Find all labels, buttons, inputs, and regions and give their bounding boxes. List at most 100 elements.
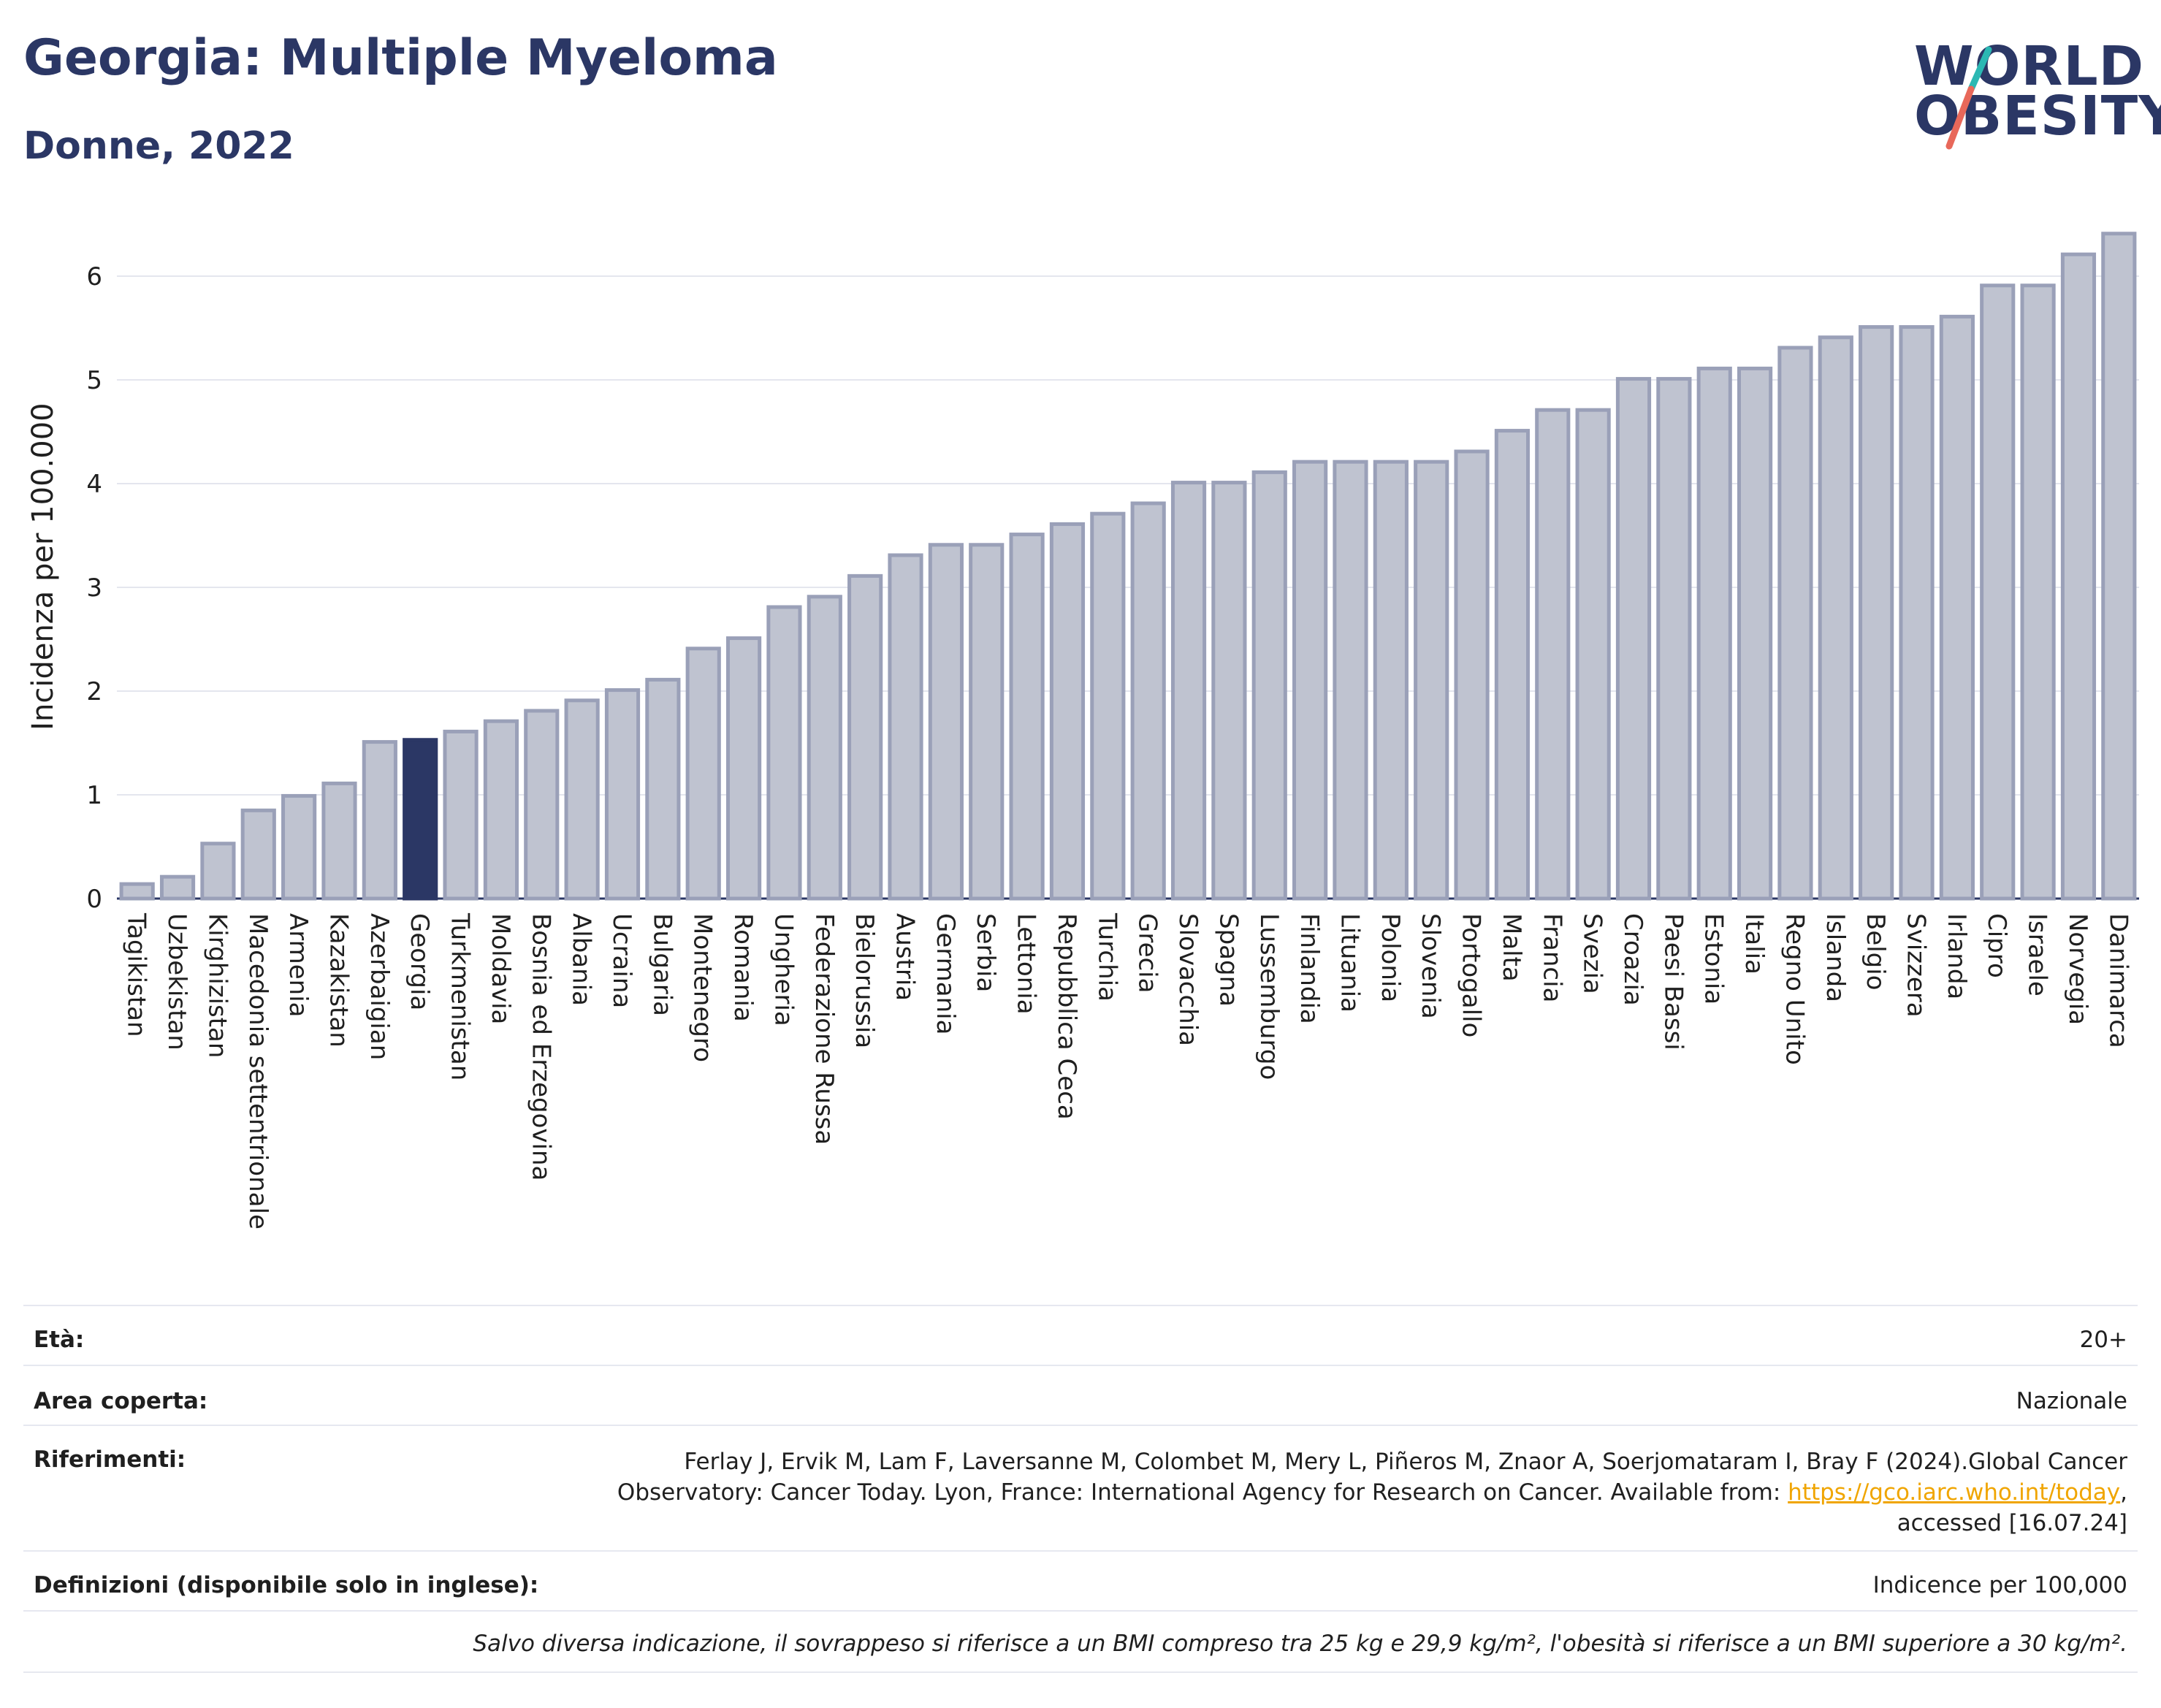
x-tick-label: Polonia [1376, 913, 1405, 1002]
bar [2060, 252, 2097, 901]
bar [1777, 346, 1813, 901]
x-tick-label: Tagikistan [122, 912, 151, 1037]
bar [604, 688, 641, 901]
x-tick-label: Islanda [1821, 913, 1850, 1002]
bar [2020, 283, 2056, 901]
x-tick-label: Israele [2023, 913, 2052, 996]
x-tick-label: Germania [931, 913, 960, 1034]
bar [1373, 460, 1409, 901]
bar [564, 698, 600, 901]
bar [281, 793, 317, 901]
references-line-3: accessed [16.07.24] [1897, 1510, 2127, 1536]
bar [119, 882, 155, 901]
world-obesity-logo: WORLD OBESITY [1899, 29, 2161, 161]
x-tick-label: Turkmenistan [446, 912, 475, 1080]
logo-line-1: WORLD [1914, 35, 2145, 98]
bar [888, 553, 923, 901]
x-tick-label: Regno Unito [1780, 913, 1809, 1065]
bar [200, 842, 236, 901]
references-line-2-end: , [2120, 1479, 2127, 1506]
y-tick-label: 1 [86, 781, 102, 810]
x-tick-label: Romania [728, 913, 758, 1022]
bar [1575, 408, 1611, 901]
y-tick-label: 4 [86, 470, 102, 499]
x-tick-label: Paesi Bassi [1658, 913, 1688, 1051]
bar [159, 874, 196, 901]
x-tick-label: Portogallo [1457, 913, 1486, 1037]
bar [1292, 460, 1328, 901]
bar [1454, 449, 1490, 901]
x-tick-label: Azerbaigian [365, 913, 394, 1060]
y-tick-label: 3 [86, 573, 102, 603]
x-tick-label: Austria [891, 913, 920, 1001]
bar [1737, 366, 1773, 901]
references-link[interactable]: https://gco.iarc.who.int/today [1788, 1479, 2121, 1506]
bar [483, 719, 519, 901]
x-tick-label: Spagna [1213, 913, 1243, 1007]
x-tick-label: Lussemburgo [1254, 913, 1284, 1080]
x-tick-label: Armenia [283, 913, 313, 1018]
y-tick-label: 6 [86, 262, 102, 291]
bar [1211, 481, 1247, 901]
bar [1899, 325, 1935, 901]
references-value: Ferlay J, Ervik M, Lam F, Laversanne M, … [617, 1446, 2127, 1539]
bar [847, 573, 883, 901]
x-tick-label: Grecia [1133, 913, 1162, 993]
x-tick-label: Lettonia [1012, 913, 1041, 1015]
x-tick-label: Serbia [971, 913, 1000, 992]
bar [1009, 533, 1045, 901]
bar [1414, 460, 1449, 901]
info-row-definitions: Definizioni (disponibile solo in inglese… [23, 1550, 2138, 1612]
bar [1333, 460, 1368, 901]
x-tick-label: Norvegia [2063, 913, 2092, 1025]
y-tick-label: 2 [86, 677, 102, 706]
bar [240, 808, 276, 901]
bar [1494, 429, 1531, 901]
x-tick-label: Federazione Russa [809, 913, 839, 1145]
references-line-2: Observatory: Cancer Today. Lyon, France:… [617, 1477, 2127, 1508]
area-label: Area coperta: [34, 1388, 208, 1414]
chart-title: Georgia: Multiple Myeloma [23, 29, 778, 87]
x-tick-label: Macedonia settentrionale [243, 913, 272, 1229]
bar [1696, 366, 1732, 901]
x-tick-label: Bielorussia [850, 913, 879, 1048]
bar [362, 740, 397, 901]
x-tick-label: Irlanda [1942, 913, 1971, 999]
x-tick-label: Slovacchia [1173, 913, 1203, 1046]
area-value: Nazionale [2016, 1388, 2127, 1414]
bar [1859, 325, 1894, 901]
x-tick-label: Georgia [405, 913, 434, 1010]
bar [1251, 470, 1287, 901]
x-tick-label: Belgio [1861, 913, 1890, 991]
x-tick-label: Ungheria [769, 913, 798, 1026]
x-tick-label: Finlandia [1295, 913, 1324, 1024]
x-tick-label: Francia [1537, 913, 1566, 1002]
bar [1090, 511, 1126, 901]
bar [1980, 283, 2016, 901]
definitions-value: Indicence per 100,000 [1872, 1572, 2127, 1598]
bar [321, 781, 357, 901]
definitions-label: Definizioni (disponibile solo in inglese… [34, 1572, 539, 1598]
x-tick-label: Danimarca [2103, 913, 2133, 1048]
references-line-1: Ferlay J, Ervik M, Lam F, Laversanne M, … [684, 1449, 2127, 1475]
x-tick-label: Italia [1739, 913, 1769, 975]
bar [969, 543, 1005, 901]
bar [2101, 232, 2137, 901]
bars [119, 232, 2137, 901]
y-tick-label: 5 [86, 366, 102, 395]
info-row-age: Età: 20+ [23, 1305, 2138, 1366]
bar [1535, 408, 1571, 901]
x-tick-label: Lituania [1335, 913, 1364, 1013]
bar [1130, 501, 1166, 901]
x-tick-label: Repubblica Ceca [1052, 913, 1081, 1120]
x-tick-label: Slovenia [1416, 913, 1445, 1019]
x-tick-label: Ucraina [607, 913, 636, 1008]
bar [725, 636, 762, 901]
bar [1818, 335, 1853, 901]
x-tick-label: Kazakistan [324, 913, 353, 1048]
footnote: Salvo diversa indicazione, il sovrappeso… [473, 1631, 2127, 1657]
x-tick-labels: Tagikistan Uzbekistan Kirghizistan Macedoni… [122, 912, 2133, 1229]
x-tick-label: Croazia [1618, 913, 1647, 1006]
logo-slash-icon [1945, 46, 1992, 150]
x-tick-label: Turchia [1092, 912, 1121, 1002]
